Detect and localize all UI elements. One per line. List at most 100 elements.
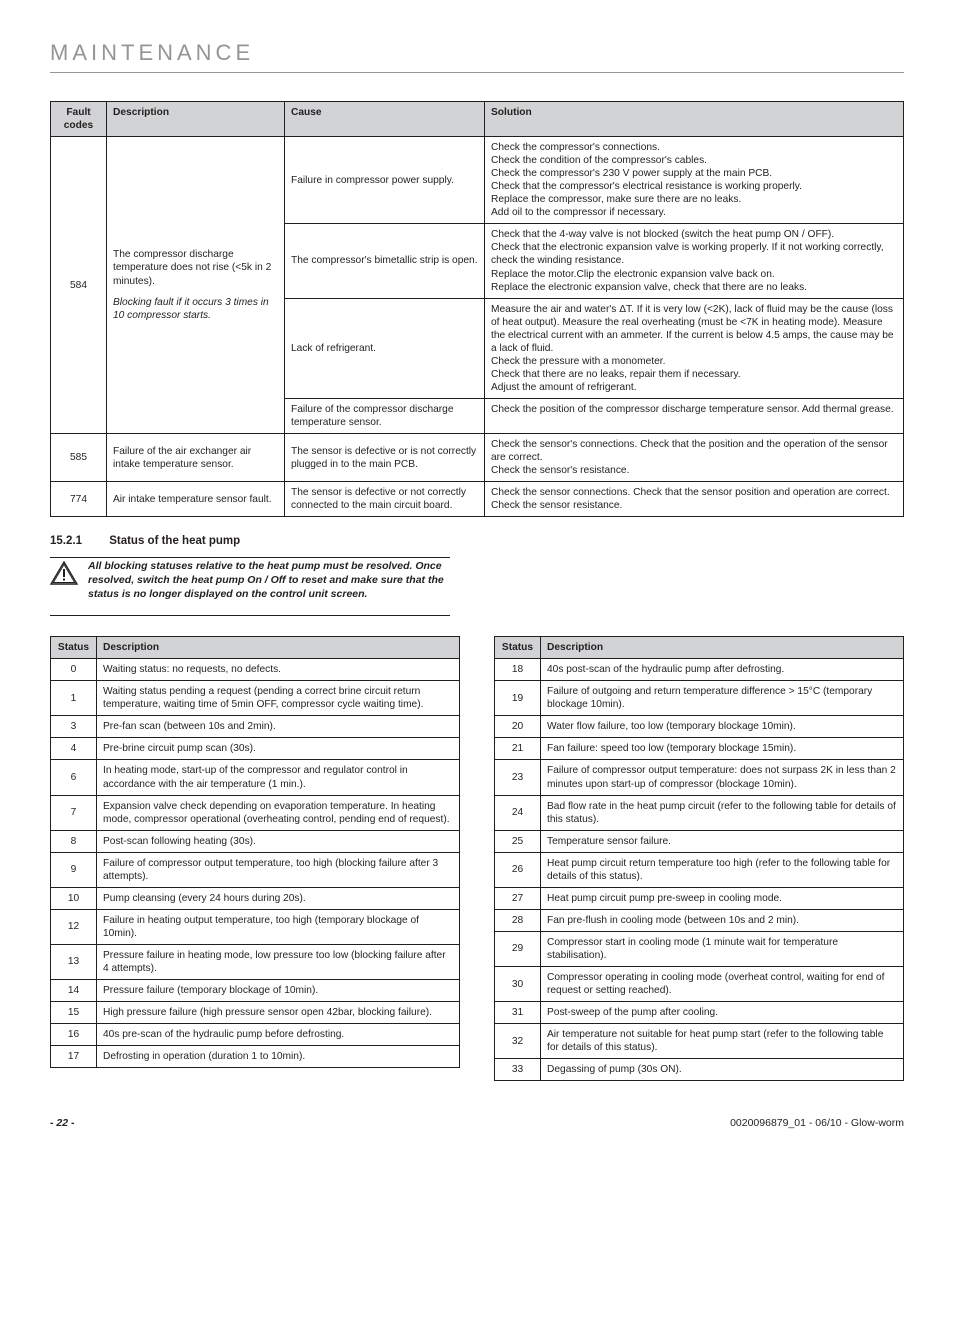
status-code: 9 [51, 852, 97, 887]
fault-solution: Check the sensor connections. Check that… [485, 482, 904, 517]
table-row: 774Air intake temperature sensor fault.T… [51, 482, 904, 517]
status-description: 40s post-scan of the hydraulic pump afte… [541, 659, 904, 681]
table-row: 14Pressure failure (temporary blockage o… [51, 980, 460, 1002]
table-row: 7Expansion valve check depending on evap… [51, 795, 460, 830]
table-row: 33Degassing of pump (30s ON). [495, 1059, 904, 1081]
status-description: Compressor start in cooling mode (1 minu… [541, 931, 904, 966]
col-fault-codes: Fault codes [51, 102, 107, 137]
section-rule [50, 72, 904, 73]
fault-description: Failure of the air exchanger air intake … [107, 434, 285, 482]
status-description: Pre-brine circuit pump scan (30s). [97, 738, 460, 760]
fault-cause: The sensor is defective or not correctly… [285, 482, 485, 517]
subheading-title: Status of the heat pump [109, 535, 240, 547]
status-description: In heating mode, start-up of the compres… [97, 760, 460, 795]
page-footer: - 22 - 0020096879_01 - 06/10 - Glow-worm [50, 1117, 904, 1129]
status-description: Failure of compressor output temperature… [541, 760, 904, 795]
status-code: 33 [495, 1059, 541, 1081]
status-description: Defrosting in operation (duration 1 to 1… [97, 1046, 460, 1068]
warning-note: All blocking statuses relative to the he… [50, 560, 450, 601]
table-row: 6In heating mode, start-up of the compre… [51, 760, 460, 795]
status-description: Water flow failure, too low (temporary b… [541, 716, 904, 738]
fault-solution: Check the compressor's connections.Check… [485, 137, 904, 224]
status-code: 29 [495, 931, 541, 966]
status-code: 8 [51, 830, 97, 852]
fault-codes-table: Fault codes Description Cause Solution 5… [50, 101, 904, 517]
col-description: Description [107, 102, 285, 137]
status-code: 7 [51, 795, 97, 830]
table-header-row: Status Description [495, 637, 904, 659]
table-row: 28Fan pre-flush in cooling mode (between… [495, 909, 904, 931]
status-description: Air temperature not suitable for heat pu… [541, 1024, 904, 1059]
status-code: 32 [495, 1024, 541, 1059]
status-code: 12 [51, 909, 97, 944]
fault-solution: Check that the 4-way valve is not blocke… [485, 224, 904, 298]
status-tables-wrap: Status Description 0Waiting status: no r… [50, 636, 904, 1081]
table-row: 12Failure in heating output temperature,… [51, 909, 460, 944]
status-code: 6 [51, 760, 97, 795]
table-row: 3Pre-fan scan (between 10s and 2min). [51, 716, 460, 738]
table-row: 25Temperature sensor failure. [495, 830, 904, 852]
status-description: Bad flow rate in the heat pump circuit (… [541, 795, 904, 830]
status-description: Post-scan following heating (30s). [97, 830, 460, 852]
fault-solution: Check the position of the compressor dis… [485, 398, 904, 433]
table-row: 19Failure of outgoing and return tempera… [495, 681, 904, 716]
table-row: 27Heat pump circuit pump pre-sweep in co… [495, 887, 904, 909]
col-status: Status [51, 637, 97, 659]
status-description: Fan pre-flush in cooling mode (between 1… [541, 909, 904, 931]
col-solution: Solution [485, 102, 904, 137]
status-description: Pre-fan scan (between 10s and 2min). [97, 716, 460, 738]
subheading-number: 15.2.1 [50, 535, 106, 547]
status-table-left: Status Description 0Waiting status: no r… [50, 636, 460, 1068]
status-description: Pressure failure in heating mode, low pr… [97, 944, 460, 979]
col-cause: Cause [285, 102, 485, 137]
status-description: Degassing of pump (30s ON). [541, 1059, 904, 1081]
status-code: 21 [495, 738, 541, 760]
page-number: - 22 - [50, 1117, 75, 1129]
status-code: 23 [495, 760, 541, 795]
table-row: 8Post-scan following heating (30s). [51, 830, 460, 852]
subheading: 15.2.1 Status of the heat pump [50, 535, 904, 547]
section-title: MAINTENANCE [50, 40, 904, 66]
note-rule-bottom [50, 615, 450, 616]
status-description: Pump cleansing (every 24 hours during 20… [97, 887, 460, 909]
fault-solution: Measure the air and water's ΔT. If it is… [485, 298, 904, 398]
warning-text: All blocking statuses relative to the he… [88, 560, 450, 601]
table-row: 17Defrosting in operation (duration 1 to… [51, 1046, 460, 1068]
status-code: 13 [51, 944, 97, 979]
table-row: 32Air temperature not suitable for heat … [495, 1024, 904, 1059]
fault-cause: Failure of the compressor discharge temp… [285, 398, 485, 433]
status-code: 17 [51, 1046, 97, 1068]
status-code: 4 [51, 738, 97, 760]
status-description: Fan failure: speed too low (temporary bl… [541, 738, 904, 760]
table-row: 1Waiting status pending a request (pendi… [51, 681, 460, 716]
doc-id: 0020096879_01 - 06/10 - Glow-worm [730, 1117, 904, 1129]
status-code: 20 [495, 716, 541, 738]
fault-code: 774 [51, 482, 107, 517]
table-row: 1840s post-scan of the hydraulic pump af… [495, 659, 904, 681]
status-code: 16 [51, 1024, 97, 1046]
status-code: 19 [495, 681, 541, 716]
status-description: Compressor operating in cooling mode (ov… [541, 966, 904, 1001]
table-row: 1640s pre-scan of the hydraulic pump bef… [51, 1024, 460, 1046]
status-code: 0 [51, 659, 97, 681]
table-row: 26Heat pump circuit return temperature t… [495, 852, 904, 887]
status-code: 1 [51, 681, 97, 716]
table-header-row: Status Description [51, 637, 460, 659]
table-header-row: Fault codes Description Cause Solution [51, 102, 904, 137]
col-status: Status [495, 637, 541, 659]
status-code: 27 [495, 887, 541, 909]
status-description: Pressure failure (temporary blockage of … [97, 980, 460, 1002]
status-description: Post-sweep of the pump after cooling. [541, 1002, 904, 1024]
status-code: 10 [51, 887, 97, 909]
table-row: 29Compressor start in cooling mode (1 mi… [495, 931, 904, 966]
table-row: 10Pump cleansing (every 24 hours during … [51, 887, 460, 909]
table-row: 13Pressure failure in heating mode, low … [51, 944, 460, 979]
fault-solution: Check the sensor's connections. Check th… [485, 434, 904, 482]
col-description: Description [97, 637, 460, 659]
fault-cause: The sensor is defective or is not correc… [285, 434, 485, 482]
table-row: 585Failure of the air exchanger air inta… [51, 434, 904, 482]
table-row: 31Post-sweep of the pump after cooling. [495, 1002, 904, 1024]
status-code: 30 [495, 966, 541, 1001]
table-row: 30Compressor operating in cooling mode (… [495, 966, 904, 1001]
status-code: 3 [51, 716, 97, 738]
